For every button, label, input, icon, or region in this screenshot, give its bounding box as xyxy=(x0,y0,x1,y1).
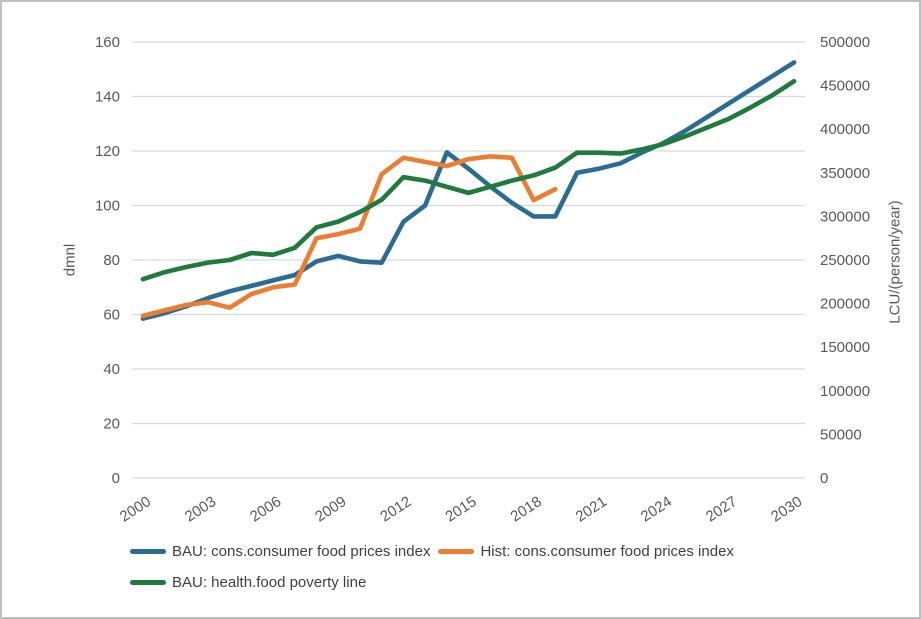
series-line-0 xyxy=(140,60,797,321)
series-line-2 xyxy=(140,78,797,282)
legend-row-2: BAU: health.food poverty line xyxy=(130,574,734,591)
y-right-tick-label: 50000 xyxy=(820,426,862,443)
y-left-tick-label: 80 xyxy=(103,252,120,269)
x-tick-label: 2024 xyxy=(638,493,675,525)
y-left-tick-label: 160 xyxy=(95,34,120,51)
legend-swatch-blue-line xyxy=(130,549,166,554)
legend-item-bau-food-prices-index: BAU: cons.consumer food prices index xyxy=(130,543,430,560)
y-left-tick-label: 140 xyxy=(95,89,120,106)
left-axis-title: dmnl xyxy=(61,243,79,277)
right-axis-title: LCU/(person/year) xyxy=(886,200,904,324)
x-tick-label: 2000 xyxy=(117,493,154,525)
y-right-tick-label: 300000 xyxy=(820,208,870,225)
y-right-tick-label: 450000 xyxy=(820,78,870,95)
y-right-tick-label: 400000 xyxy=(820,121,870,138)
legend-label: BAU: health.food poverty line xyxy=(172,574,367,591)
x-tick-label: 2018 xyxy=(508,493,545,525)
y-right-tick-label: 200000 xyxy=(820,296,870,313)
y-right-tick-label: 100000 xyxy=(820,383,870,400)
legend: BAU: cons.consumer food prices index His… xyxy=(130,543,734,591)
series-line-1 xyxy=(140,154,558,319)
y-left-tick-label: 120 xyxy=(95,143,120,160)
legend-row-1: BAU: cons.consumer food prices index His… xyxy=(130,543,734,560)
x-tick-label: 2012 xyxy=(377,493,414,525)
y-right-tick-label: 500000 xyxy=(820,34,870,51)
x-tick-label: 2006 xyxy=(247,493,284,525)
y-right-tick-label: 350000 xyxy=(820,165,870,182)
y-right-tick-label: 0 xyxy=(820,470,828,487)
y-right-tick-label: 250000 xyxy=(820,252,870,269)
x-tick-label: 2021 xyxy=(573,493,610,525)
x-tick-label: 2030 xyxy=(768,493,805,525)
y-right-tick-label: 150000 xyxy=(820,339,870,356)
legend-swatch-orange-line xyxy=(438,549,475,554)
y-left-tick-label: 20 xyxy=(103,416,120,433)
legend-swatch-green-line xyxy=(130,580,166,585)
y-left-tick-label: 100 xyxy=(95,198,120,215)
x-tick-label: 2015 xyxy=(442,493,479,525)
x-tick-label: 2009 xyxy=(312,493,349,525)
y-left-tick-label: 0 xyxy=(112,470,120,487)
y-left-tick-label: 40 xyxy=(103,361,120,378)
x-tick-label: 2027 xyxy=(703,493,740,525)
legend-item-hist-food-prices-index: Hist: cons.consumer food prices index xyxy=(438,543,734,560)
legend-label: BAU: cons.consumer food prices index xyxy=(172,543,431,560)
y-left-tick-label: 60 xyxy=(103,307,120,324)
x-tick-label: 2003 xyxy=(182,493,219,525)
legend-label: Hist: cons.consumer food prices index xyxy=(480,543,734,560)
legend-item-bau-food-poverty-line: BAU: health.food poverty line xyxy=(130,574,366,591)
